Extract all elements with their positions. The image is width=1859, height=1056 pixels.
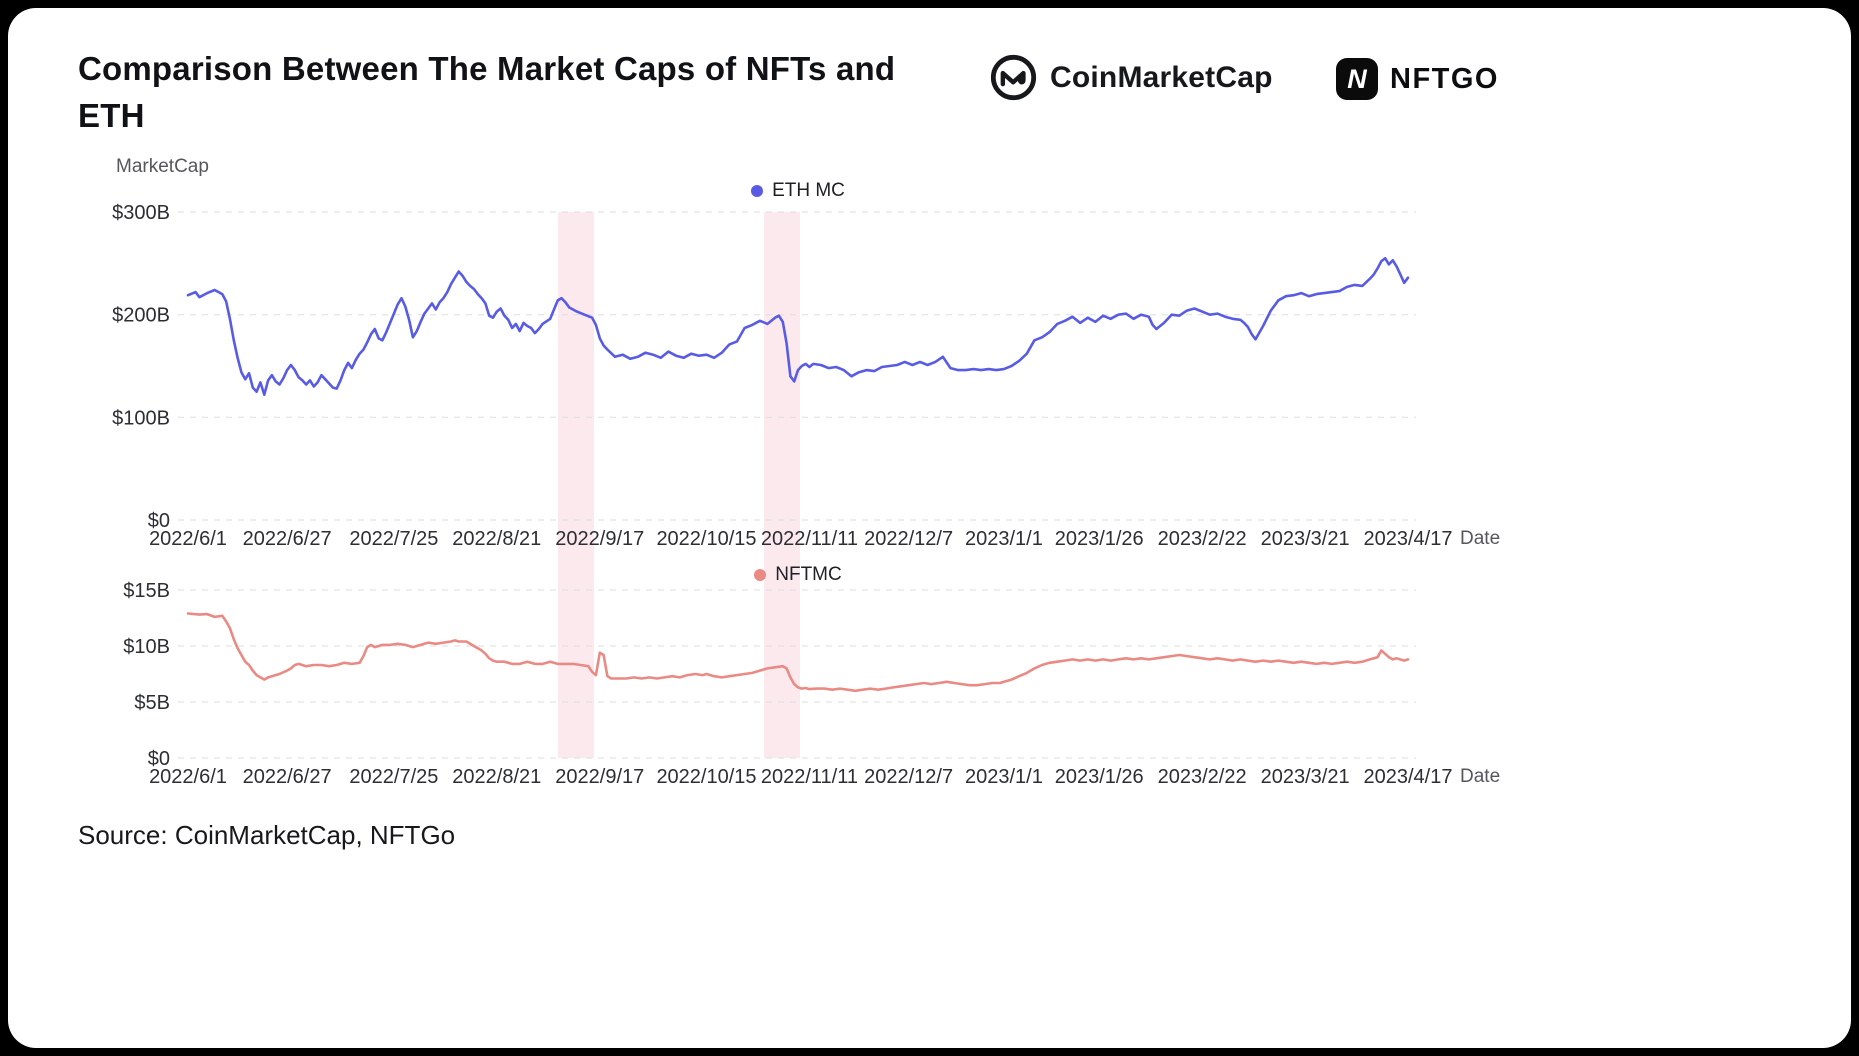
y-tick-label: $10B [123, 636, 170, 658]
nftgo-icon: N [1336, 58, 1378, 100]
nft-legend-label: NFTMC [775, 564, 842, 585]
y-tick-label: $0 [148, 510, 170, 532]
x-tick-label: 2022/6/1 [149, 766, 227, 788]
eth-mc-line [186, 256, 1410, 396]
legend-nftmc: NFTMC [188, 564, 1408, 586]
coinmarketcap-logo-text: CoinMarketCap [1050, 60, 1273, 94]
x-tick-label: 2023/2/22 [1158, 528, 1247, 550]
x-tick-label: 2023/1/1 [965, 528, 1043, 550]
date-axis-label-bottom: Date [1460, 766, 1501, 787]
nftgo-logo: N NFTGO [1336, 58, 1499, 100]
coinmarketcap-icon [990, 54, 1037, 101]
chart-card: Comparison Between The Market Caps of NF… [8, 8, 1851, 1048]
source-attribution: Source: CoinMarketCap, NFTGo [78, 820, 456, 850]
x-tick-label: 2023/1/26 [1055, 766, 1144, 788]
date-axis-label-top: Date [1460, 528, 1501, 549]
x-tick-label: 2022/6/27 [243, 766, 332, 788]
x-tick-label: 2023/2/22 [1158, 766, 1247, 788]
x-tick-label: 2022/8/21 [452, 766, 541, 788]
eth-legend-label: ETH MC [772, 180, 845, 201]
y-tick-label: $100B [112, 407, 170, 429]
x-tick-label: 2022/7/25 [349, 528, 438, 550]
x-tick-label: 2022/11/11 [761, 528, 858, 550]
x-tick-label: 2022/11/11 [761, 766, 858, 788]
marketcap-axis-label: MarketCap [116, 156, 209, 177]
x-tick-label: 2023/4/17 [1364, 528, 1453, 550]
x-tick-label: 2022/7/25 [349, 766, 438, 788]
nft-legend-dot-icon [754, 569, 767, 581]
eth-legend-dot-icon [751, 185, 764, 197]
legend-eth-mc: ETH MC [188, 180, 1408, 202]
x-tick-label: 2023/1/1 [965, 766, 1043, 788]
x-tick-label: 2023/4/17 [1364, 766, 1453, 788]
x-tick-label: 2022/12/7 [864, 528, 953, 550]
y-tick-label: $200B [112, 305, 170, 327]
x-tick-label: 2022/12/7 [864, 766, 953, 788]
x-tick-label: 2022/9/17 [555, 766, 644, 788]
x-tick-label: 2023/3/21 [1261, 766, 1350, 788]
x-tick-label: 2022/9/17 [555, 528, 644, 550]
y-tick-label: $0 [148, 748, 170, 770]
y-tick-label: $15B [123, 580, 170, 602]
nftgo-logo-text: NFTGO [1390, 62, 1499, 95]
x-tick-label: 2022/8/21 [452, 528, 541, 550]
nftmc-line [186, 612, 1410, 693]
page-title: Comparison Between The Market Caps of NF… [78, 50, 896, 134]
x-tick-label: 2022/6/1 [149, 528, 227, 550]
y-tick-label: $5B [134, 692, 170, 714]
x-tick-label: 2023/3/21 [1261, 528, 1350, 550]
x-tick-label: 2022/10/15 [656, 766, 756, 788]
x-tick-label: 2023/1/26 [1055, 528, 1144, 550]
y-tick-label: $300B [112, 202, 170, 224]
x-tick-label: 2022/10/15 [656, 528, 756, 550]
coinmarketcap-logo: CoinMarketCap [990, 54, 1273, 101]
x-tick-label: 2022/6/27 [243, 528, 332, 550]
